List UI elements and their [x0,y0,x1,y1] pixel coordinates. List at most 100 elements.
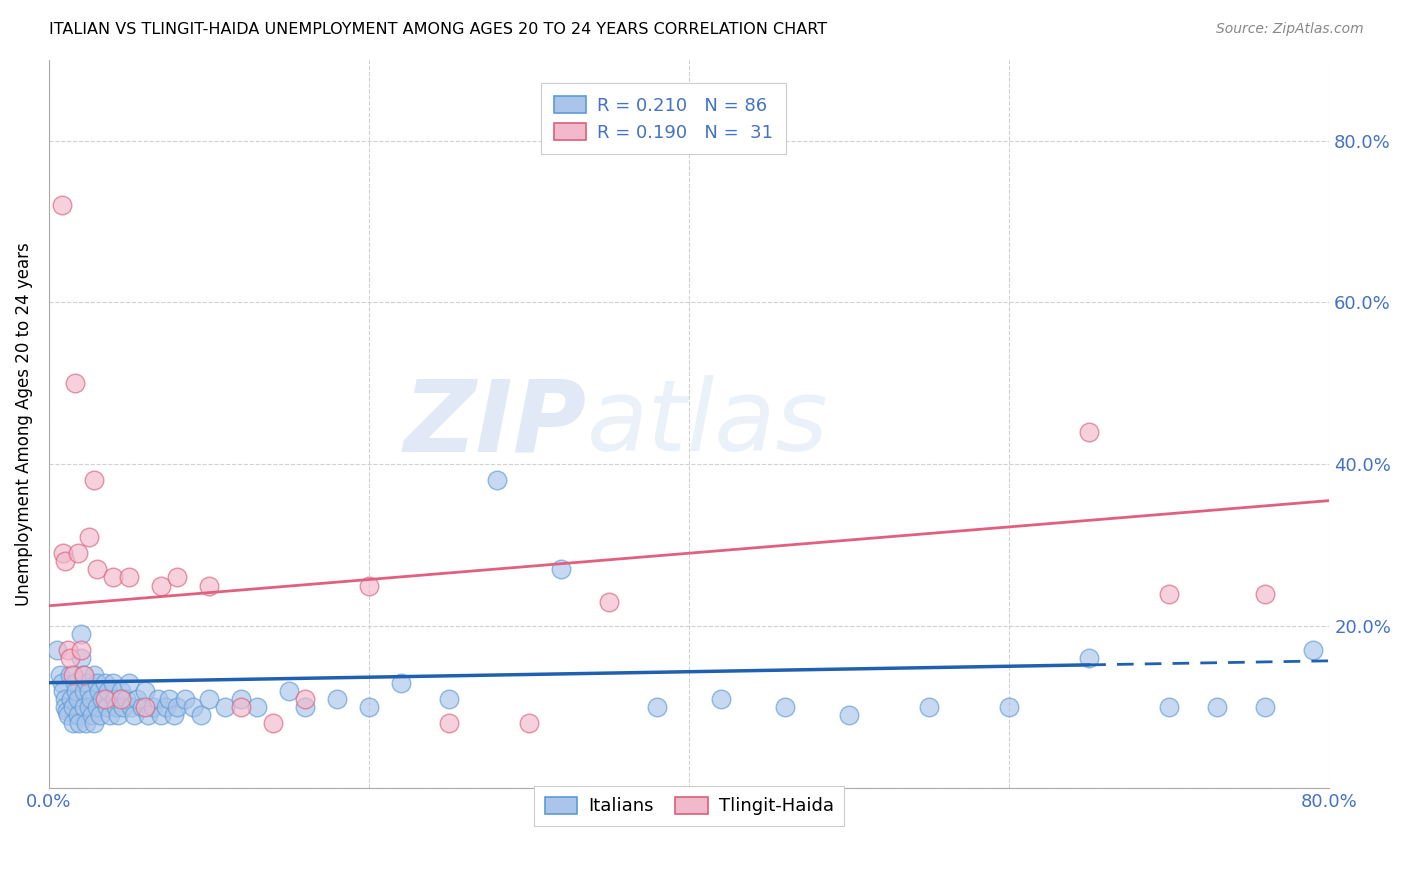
Text: Source: ZipAtlas.com: Source: ZipAtlas.com [1216,22,1364,37]
Point [53,700,76,714]
Point [136,708,159,723]
Point [52,546,75,560]
Point [59,667,82,681]
Point [90,691,112,706]
Point [110,691,132,706]
Point [357,578,380,592]
Point [73,667,96,681]
Point [118,675,141,690]
Point [229,700,252,714]
Y-axis label: Unemployment Among Ages 20 to 24 years: Unemployment Among Ages 20 to 24 years [15,242,32,606]
Point [46,643,69,657]
Point [294,700,316,714]
Point [53,691,76,706]
Point [77,530,100,544]
Point [94,675,117,690]
Point [53,554,76,568]
Point [56,708,79,723]
Point [51,198,73,212]
Point [294,691,316,706]
Point [114,691,136,706]
Point [65,683,87,698]
Point [120,700,142,714]
Point [1302,643,1324,657]
Point [278,683,301,698]
Point [83,667,105,681]
Legend: Italians, Tlingit-Haida: Italians, Tlingit-Haida [534,786,845,826]
Point [103,691,125,706]
Point [550,562,572,576]
Point [66,546,89,560]
Point [62,700,84,714]
Point [437,716,460,731]
Point [76,675,98,690]
Point [66,691,89,706]
Point [131,700,153,714]
Point [645,700,668,714]
Point [1159,700,1181,714]
Point [55,704,77,718]
Point [89,708,111,723]
Point [101,675,124,690]
Point [105,700,128,714]
Point [146,691,169,706]
Point [59,651,82,665]
Point [110,683,132,698]
Point [155,700,177,714]
Point [190,708,212,723]
Point [75,716,97,731]
Point [1206,700,1229,714]
Point [918,700,941,714]
Point [87,683,110,698]
Point [52,683,75,698]
Point [150,708,173,723]
Point [51,675,73,690]
Point [107,708,129,723]
Point [1254,700,1277,714]
Point [125,691,148,706]
Point [134,683,156,698]
Point [70,627,93,641]
Point [62,716,84,731]
Point [70,651,93,665]
Point [86,562,108,576]
Point [486,474,509,488]
Point [998,700,1021,714]
Point [77,700,100,714]
Point [157,691,180,706]
Point [389,675,412,690]
Point [134,700,156,714]
Point [111,700,134,714]
Point [1078,651,1101,665]
Point [1159,587,1181,601]
Point [174,691,197,706]
Point [517,716,540,731]
Point [94,691,117,706]
Point [122,708,145,723]
Point [83,716,105,731]
Point [118,570,141,584]
Point [72,667,94,681]
Point [98,708,121,723]
Point [142,700,165,714]
Point [73,683,96,698]
Point [63,376,86,391]
Point [598,595,620,609]
Text: atlas: atlas [586,376,828,472]
Point [1078,425,1101,439]
Point [70,643,93,657]
Point [62,667,84,681]
Point [79,691,101,706]
Point [150,578,173,592]
Point [710,691,733,706]
Point [60,691,83,706]
Point [49,667,72,681]
Point [214,700,236,714]
Point [77,683,100,698]
Point [82,708,104,723]
Point [56,643,79,657]
Point [96,700,118,714]
Point [181,700,204,714]
Point [229,691,252,706]
Point [86,675,108,690]
